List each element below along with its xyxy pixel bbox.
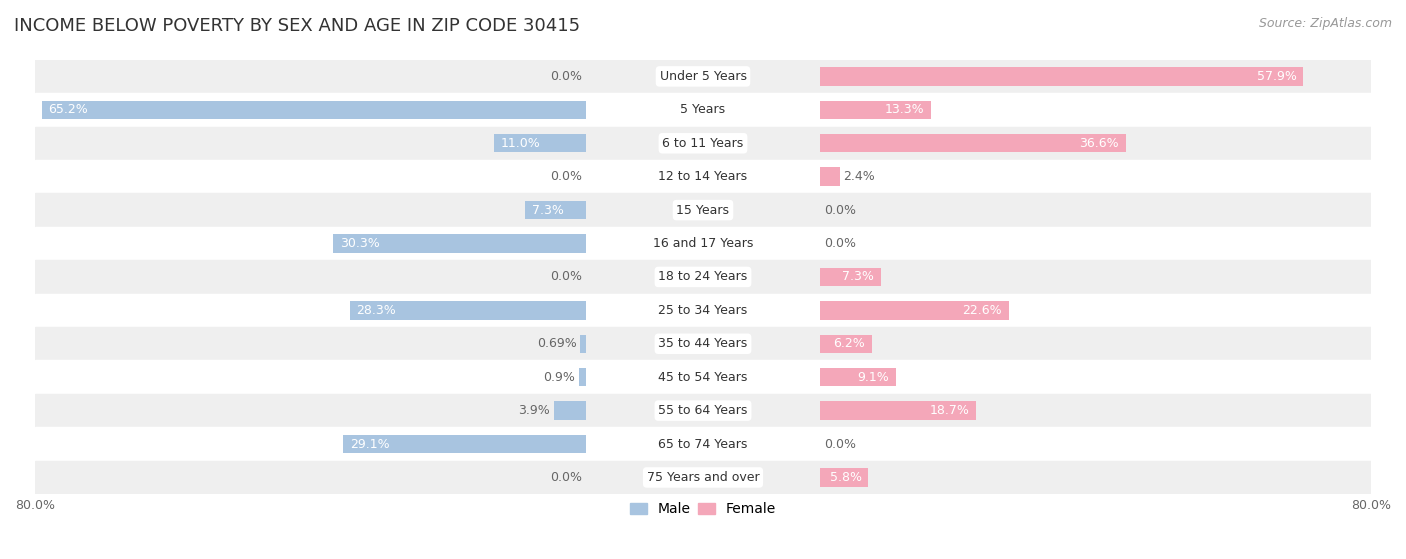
- Bar: [35, 461, 1371, 494]
- Text: 0.69%: 0.69%: [537, 337, 576, 350]
- Bar: [35, 60, 1371, 93]
- Bar: [350, 301, 586, 320]
- Text: 36.6%: 36.6%: [1080, 137, 1119, 150]
- Text: 35 to 44 Years: 35 to 44 Years: [658, 337, 748, 350]
- Text: 2.4%: 2.4%: [844, 170, 875, 183]
- Text: 0.0%: 0.0%: [550, 70, 582, 83]
- Text: 5 Years: 5 Years: [681, 103, 725, 116]
- Text: 11.0%: 11.0%: [501, 137, 541, 150]
- Text: 5.8%: 5.8%: [830, 471, 862, 484]
- Text: 25 to 34 Years: 25 to 34 Years: [658, 304, 748, 317]
- Text: 22.6%: 22.6%: [962, 304, 1002, 317]
- Bar: [579, 368, 586, 386]
- Text: Under 5 Years: Under 5 Years: [659, 70, 747, 83]
- Bar: [820, 101, 931, 119]
- Bar: [820, 368, 896, 386]
- Text: 12 to 14 Years: 12 to 14 Years: [658, 170, 748, 183]
- Bar: [333, 234, 586, 253]
- Text: 65.2%: 65.2%: [48, 103, 89, 116]
- Text: 0.0%: 0.0%: [824, 203, 856, 216]
- Text: 0.0%: 0.0%: [550, 170, 582, 183]
- Bar: [820, 335, 872, 353]
- Text: 45 to 54 Years: 45 to 54 Years: [658, 371, 748, 383]
- Text: 13.3%: 13.3%: [884, 103, 924, 116]
- Text: INCOME BELOW POVERTY BY SEX AND AGE IN ZIP CODE 30415: INCOME BELOW POVERTY BY SEX AND AGE IN Z…: [14, 17, 581, 35]
- Text: 18.7%: 18.7%: [929, 404, 969, 417]
- Text: 6 to 11 Years: 6 to 11 Years: [662, 137, 744, 150]
- Text: 28.3%: 28.3%: [357, 304, 396, 317]
- Bar: [35, 327, 1371, 361]
- Bar: [35, 93, 1371, 126]
- Text: 18 to 24 Years: 18 to 24 Years: [658, 271, 748, 283]
- Bar: [526, 201, 586, 219]
- Text: Source: ZipAtlas.com: Source: ZipAtlas.com: [1258, 17, 1392, 30]
- Text: 30.3%: 30.3%: [340, 237, 380, 250]
- Text: 0.0%: 0.0%: [824, 438, 856, 451]
- Bar: [35, 293, 1371, 327]
- Legend: Male, Female: Male, Female: [624, 497, 782, 522]
- Text: 0.0%: 0.0%: [550, 471, 582, 484]
- Bar: [581, 335, 586, 353]
- Text: 7.3%: 7.3%: [842, 271, 875, 283]
- Text: 0.0%: 0.0%: [550, 271, 582, 283]
- Text: 65 to 74 Years: 65 to 74 Years: [658, 438, 748, 451]
- Text: 6.2%: 6.2%: [834, 337, 865, 350]
- Bar: [820, 301, 1008, 320]
- Bar: [820, 401, 976, 420]
- Bar: [35, 193, 1371, 227]
- Bar: [35, 227, 1371, 260]
- Text: 9.1%: 9.1%: [858, 371, 889, 383]
- Bar: [35, 361, 1371, 394]
- Bar: [495, 134, 586, 153]
- Bar: [820, 168, 839, 186]
- Bar: [343, 435, 586, 453]
- Text: 3.9%: 3.9%: [519, 404, 550, 417]
- Text: 0.9%: 0.9%: [543, 371, 575, 383]
- Text: 75 Years and over: 75 Years and over: [647, 471, 759, 484]
- Bar: [42, 101, 586, 119]
- Text: 57.9%: 57.9%: [1257, 70, 1296, 83]
- Bar: [35, 160, 1371, 193]
- Text: 55 to 64 Years: 55 to 64 Years: [658, 404, 748, 417]
- Text: 7.3%: 7.3%: [531, 203, 564, 216]
- Bar: [35, 427, 1371, 461]
- Text: 29.1%: 29.1%: [350, 438, 389, 451]
- Text: 0.0%: 0.0%: [824, 237, 856, 250]
- Bar: [35, 394, 1371, 427]
- Bar: [554, 401, 586, 420]
- Text: 15 Years: 15 Years: [676, 203, 730, 216]
- Bar: [820, 134, 1126, 153]
- Bar: [820, 67, 1303, 86]
- Bar: [35, 126, 1371, 160]
- Bar: [820, 268, 880, 286]
- Bar: [820, 468, 869, 487]
- Bar: [35, 260, 1371, 293]
- Text: 16 and 17 Years: 16 and 17 Years: [652, 237, 754, 250]
